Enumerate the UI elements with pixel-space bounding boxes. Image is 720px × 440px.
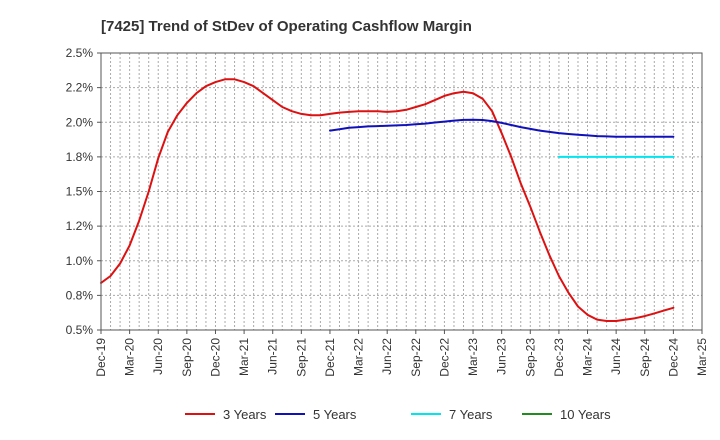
x-tick-label: Jun-22 [380, 338, 394, 375]
y-tick-label: 1.8% [66, 150, 94, 164]
y-tick-label: 2.0% [66, 115, 94, 129]
x-tick-label: Dec-19 [94, 338, 108, 377]
y-tick-label: 1.2% [66, 219, 94, 233]
x-tick-label: Sep-23 [523, 338, 537, 377]
x-tick-label: Mar-23 [466, 338, 480, 376]
x-tick-label: Dec-23 [552, 338, 566, 377]
y-tick-label: 0.5% [66, 323, 94, 337]
x-tick-label: Sep-20 [180, 338, 194, 377]
plot-border [100, 52, 703, 331]
x-tick-label: Dec-22 [437, 338, 451, 377]
x-tick-label: Jun-20 [151, 338, 165, 375]
legend: 3 Years 5 Years 7 Years 10 Years [185, 407, 611, 422]
x-tick-label: Sep-22 [409, 338, 423, 377]
x-tick-label: Dec-21 [323, 338, 337, 377]
x-tick-label: Jun-21 [266, 338, 280, 375]
legend-label-7-years: 7 Years [449, 407, 493, 422]
x-tick-label: Mar-20 [123, 338, 137, 376]
y-axis: 0.5% 0.8% 1.0% 1.2% 1.5% 1.8% 2.0% 2.2% 2.5% [66, 46, 101, 337]
y-tick-label: 1.0% [66, 254, 94, 268]
chart-title: [7425] Trend of StDev of Operating Cashf… [101, 18, 472, 35]
legend-label-10-years: 10 Years [560, 407, 611, 422]
y-tick-label: 1.5% [66, 185, 94, 199]
x-tick-label: Mar-25 [695, 338, 709, 376]
y-tick-label: 2.5% [66, 46, 94, 60]
series-layer [100, 78, 675, 322]
legend-label-5-years: 5 Years [313, 407, 357, 422]
series-line-5-years [329, 118, 675, 138]
x-tick-label: Sep-24 [638, 338, 652, 377]
x-tick-label: Dec-24 [666, 338, 680, 377]
x-tick-label: Jun-23 [495, 338, 509, 375]
y-tick-label: 0.8% [66, 288, 94, 302]
x-tick-label: Sep-21 [294, 338, 308, 377]
x-tick-label: Mar-24 [581, 338, 595, 376]
x-tick-label: Dec-20 [208, 338, 222, 377]
x-tick-label: Mar-21 [237, 338, 251, 376]
legend-label-3-years: 3 Years [223, 407, 267, 422]
x-axis: Dec-19 Mar-20 Jun-20 Sep-20 Dec-20 Mar-21 Jun-… [94, 330, 709, 377]
series-line-3-years [100, 78, 675, 322]
y-tick-label: 2.2% [66, 81, 94, 95]
x-tick-label: Jun-24 [609, 338, 623, 375]
x-tick-label: Mar-22 [352, 338, 366, 376]
